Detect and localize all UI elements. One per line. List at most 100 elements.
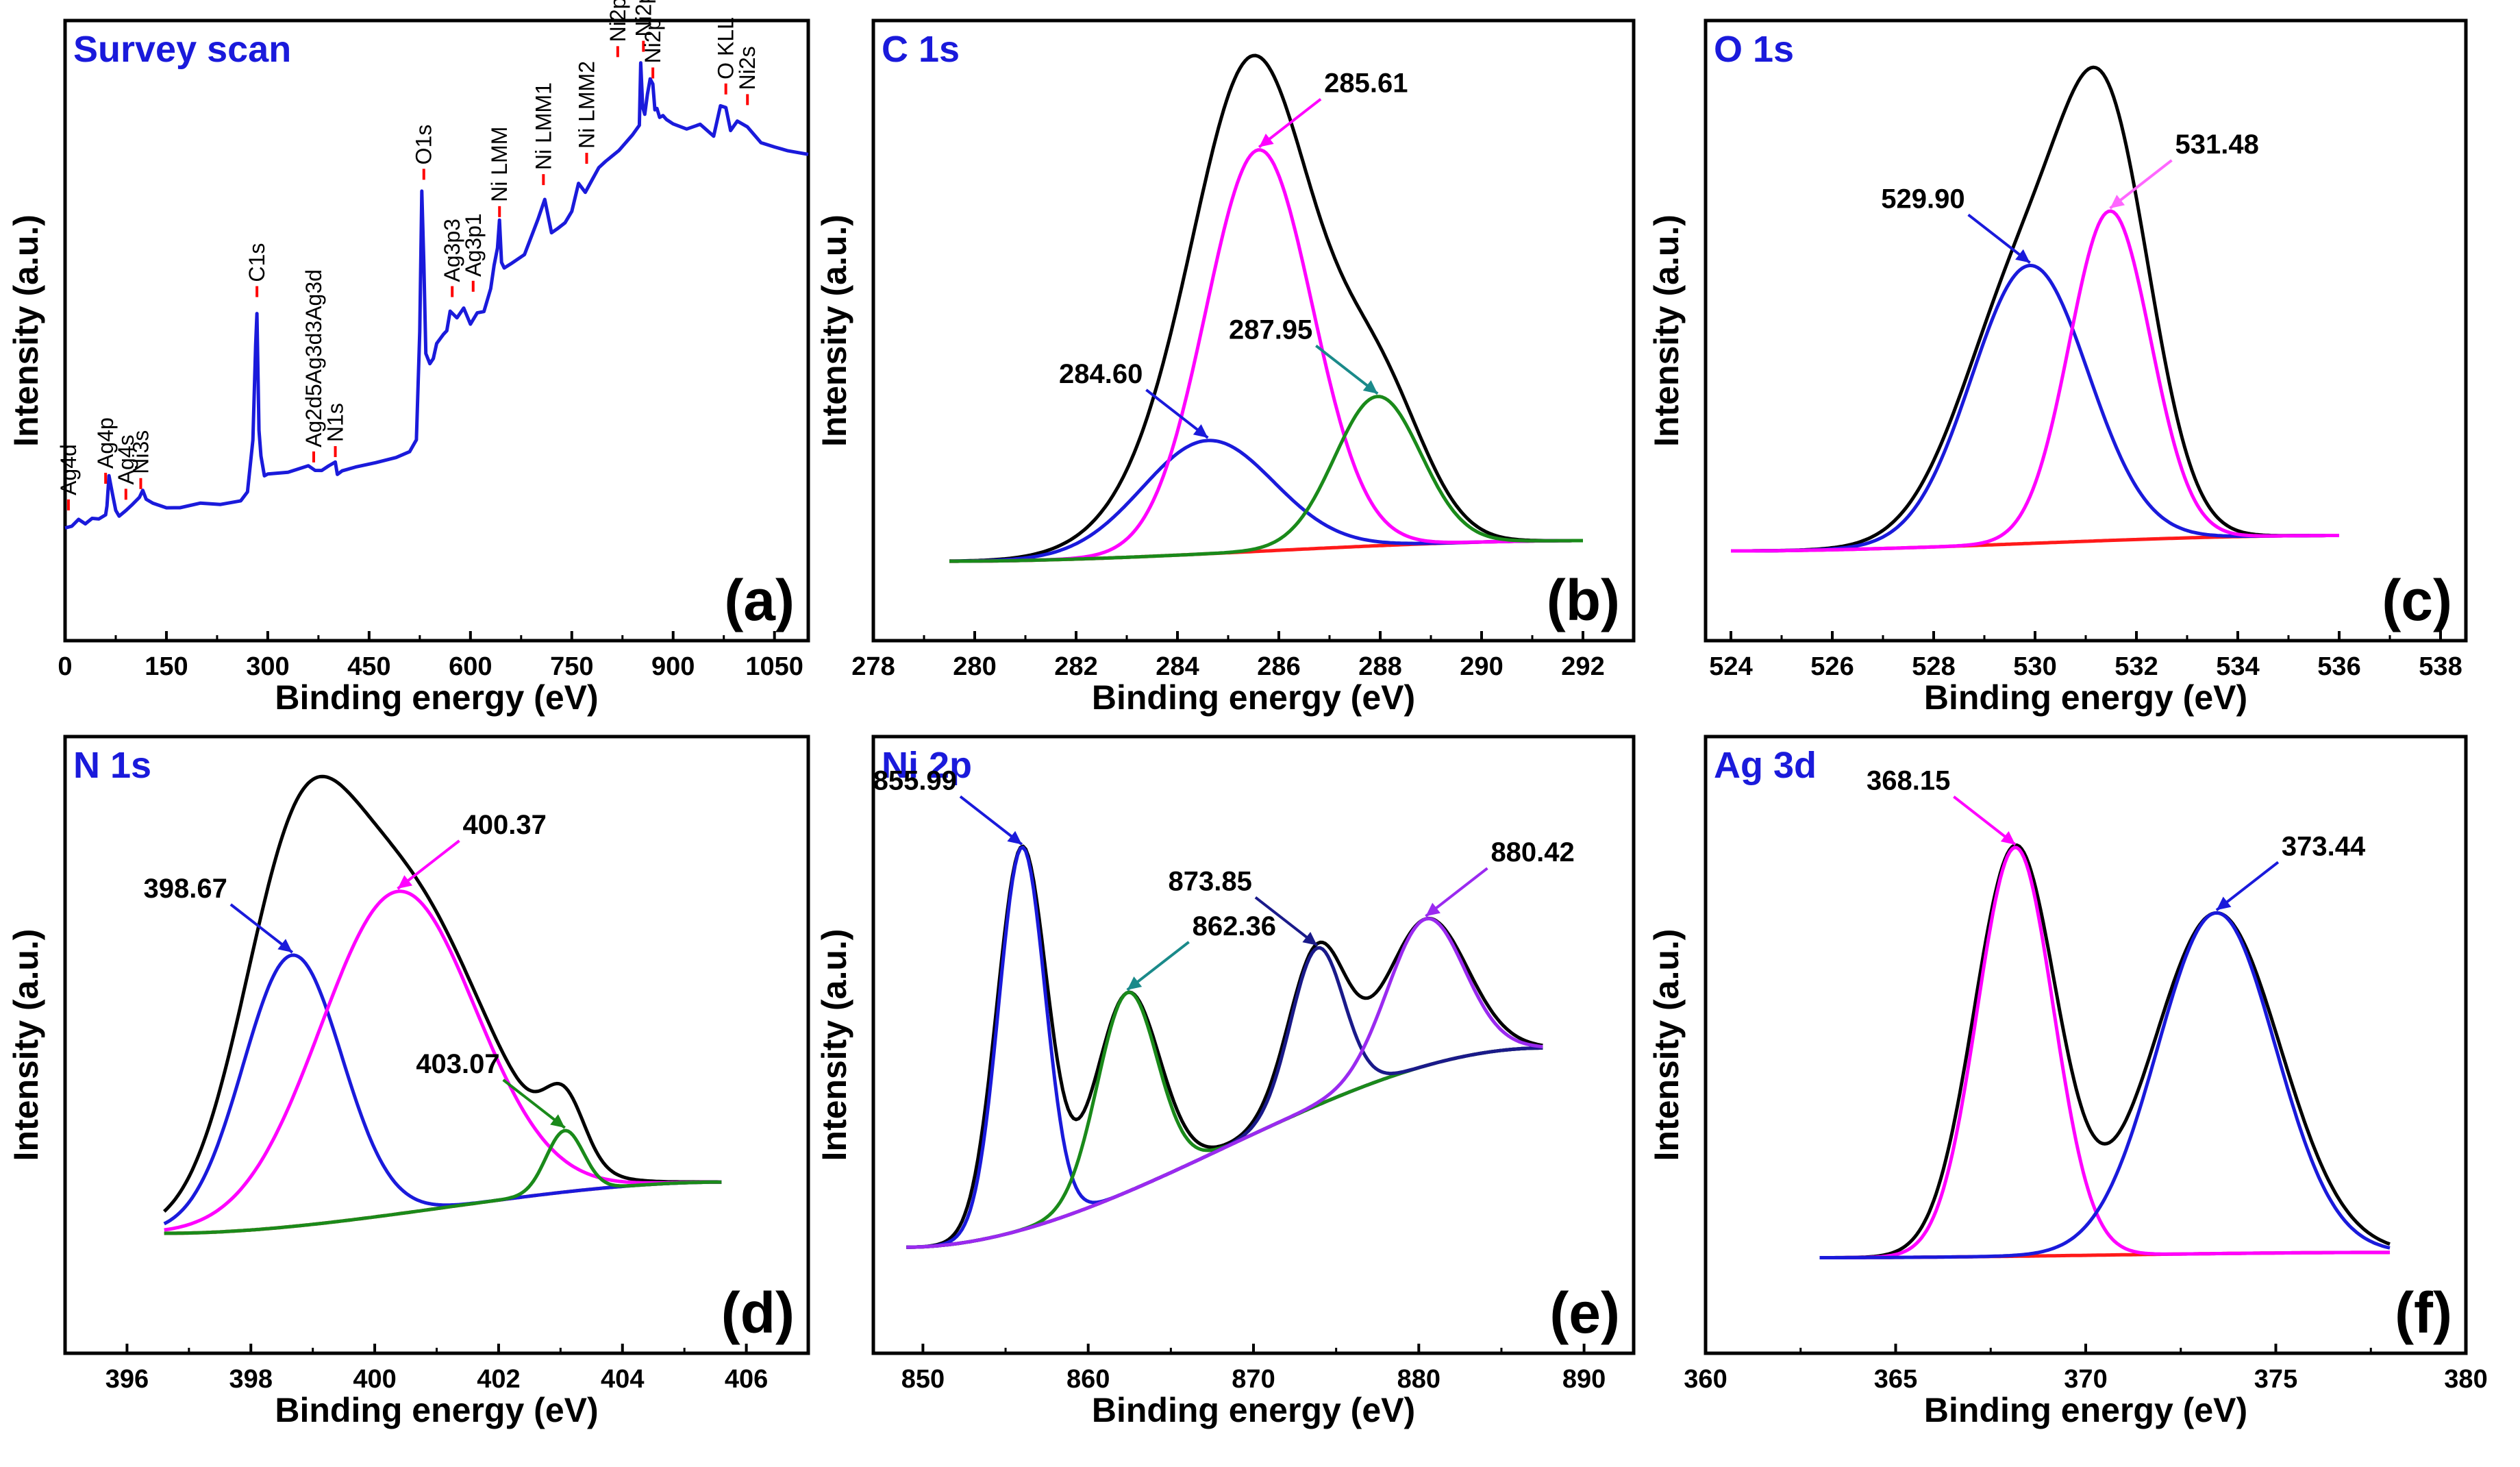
x-tick-label: 288 [1358,652,1401,681]
annotation-arrow-head [2110,195,2125,208]
peak-value-label: 880.42 [1490,837,1574,867]
peak-value-label: 403.07 [416,1049,499,1079]
component-line-368.15 [1819,846,2391,1259]
envelope-line [906,844,1543,1249]
x-tick-label: 870 [1232,1365,1275,1394]
peak-value-label: 400.37 [463,810,547,840]
x-tick-label: 402 [477,1365,520,1394]
peak-marker-label: Ag3p1 [461,213,486,277]
x-tick-label: 375 [2254,1365,2297,1394]
panel-title: N 1s [73,745,151,786]
x-tick-label: 1050 [745,652,803,681]
component-line-529.90 [1731,263,2339,553]
annotation-arrow-head [1425,902,1440,917]
panel-title: C 1s [882,29,960,70]
y-axis-title: Intensity (a.u.) [815,214,853,447]
x-tick-label: 404 [601,1365,644,1394]
peak-value-label: 368.15 [1867,766,1950,796]
panel-d: 396 398 400 402 404 406 Binding energy (eV) Int… [7,735,810,1429]
component-line-400.37 [164,889,722,1232]
component-line-285.61 [949,148,1583,563]
x-tick-label: 538 [2419,652,2462,681]
x-axis-title: Binding energy (eV) [275,678,598,717]
plot-frame [1704,735,2468,1355]
envelope-line [1819,843,2391,1259]
peak-marker-label: Ni LMM2 [574,61,599,149]
x-tick-label: 880 [1397,1365,1440,1394]
annotation-arrow-head [1302,931,1317,946]
peak-value-label: 287.95 [1229,315,1312,345]
x-tick-label: 600 [449,652,492,681]
survey-spectrum-line [64,61,809,530]
x-tick-label: 365 [1874,1365,1917,1394]
component-line-287.95 [949,395,1583,563]
panel-f: 360 365 370 375 380 Binding energy (eV) Intens… [1647,735,2488,1429]
panel-e: 850 860 870 880 890 Binding energy (eV) Intens… [815,735,1636,1429]
panel-letter: (b) [1547,568,1620,632]
annotation-arrow-head [1362,380,1378,394]
x-axis-title: Binding energy (eV) [1924,1391,2247,1429]
annotation-arrow-head [1007,830,1022,845]
panel-letter: (e) [1549,1281,1620,1345]
annotation-arrow-head [2000,830,2016,845]
x-tick-label: 750 [550,652,593,681]
x-tick-label: 292 [1561,652,1604,681]
component-line-880.42 [906,917,1543,1249]
peak-marker-label: Ag3p3 [440,219,464,282]
peak-marker-label: Ni LMM [487,127,512,202]
panel-a: 0 150 300 450 600 750 900 1050 Binding energy (e… [7,0,810,717]
component-line-531.48 [1731,209,2339,553]
x-tick-label: 290 [1460,652,1503,681]
annotation-arrow-head [550,1114,565,1129]
x-tick-label: 150 [145,652,188,681]
x-tick-label: 890 [1562,1365,1606,1394]
y-axis-title: Intensity (a.u.) [815,929,853,1161]
x-tick-label: 406 [725,1365,768,1394]
x-tick-label: 532 [2114,652,2158,681]
x-tick-label: 360 [1684,1365,1727,1394]
peak-value-label: 873.85 [1169,867,1252,897]
peak-marker-label: Ag4d [56,444,81,495]
peak-value-label: 373.44 [2282,831,2366,861]
plot-frame [871,735,1636,1355]
component-line-855.99 [906,846,1543,1249]
x-tick-label: 528 [1912,652,1955,681]
x-tick-label: 850 [901,1365,945,1394]
peak-marker-label: O KLL [714,17,738,79]
peak-value-label: 398.67 [143,874,227,904]
x-tick-label: 280 [953,652,996,681]
x-tick-label: 282 [1054,652,1097,681]
annotation-arrow-head [1259,133,1274,147]
peak-marker-label: Ag4s [114,434,138,484]
x-tick-label: 284 [1156,652,1199,681]
x-tick-label: 286 [1257,652,1300,681]
x-tick-label: 278 [851,652,895,681]
x-tick-label: 370 [2064,1365,2107,1394]
peak-marker-label: Ni LMM1 [531,82,556,170]
plot-frame [63,19,810,643]
panel-c: 524 526 528 530 532 534 536 538 Binding energy (… [1647,19,2468,717]
panel-title: Ni 2p [882,745,972,786]
x-tick-label: 380 [2444,1365,2487,1394]
panel-letter: (c) [2382,568,2452,632]
x-axis-title: Binding energy (eV) [1924,678,2247,717]
peak-value-label: 284.60 [1059,359,1143,389]
annotation-arrow-head [397,875,413,889]
panel-title: O 1s [1714,29,1794,70]
peak-marker-label: Ni2p3 [606,0,630,42]
panel-title: Ag 3d [1714,745,1817,786]
peak-value-label: 531.48 [2175,130,2259,160]
x-tick-label: 536 [2317,652,2360,681]
component-line-403.07 [164,1129,722,1235]
panel-title: Survey scan [73,29,291,70]
x-tick-label: 860 [1066,1365,1110,1394]
peak-value-label: 529.90 [1881,184,1964,214]
peak-marker-label: Ag2d5Ag3d3Ag3d [301,269,326,447]
plot-frame [871,19,1636,643]
x-tick-label: 524 [1709,652,1752,681]
panel-letter: (a) [724,568,795,632]
x-axis-title: Binding energy (eV) [275,1391,598,1429]
x-tick-label: 534 [2216,652,2259,681]
envelope-line [949,53,1583,563]
y-axis-title: Intensity (a.u.) [1647,929,1686,1161]
